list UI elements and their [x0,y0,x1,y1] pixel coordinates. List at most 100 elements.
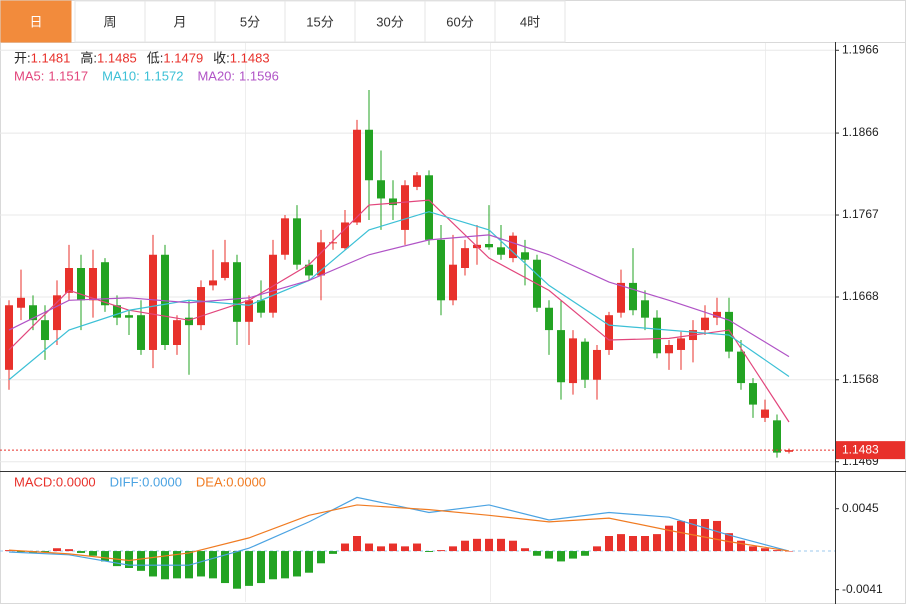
y-tick-label: 1.1966 [842,42,879,56]
macd-bar [341,543,349,552]
candle-body [41,320,49,341]
candle-body [401,185,409,230]
macd-bar [593,546,601,552]
legend-text: MA20: [197,68,235,83]
legend-text: 1.1481 [31,50,71,65]
candle-body [377,180,385,199]
candle-body [233,262,241,322]
macd-bar [653,534,661,552]
candle-body [269,254,277,313]
macd-bar [221,551,229,584]
legend-text: 1.1479 [163,50,203,65]
last-price-label: 1.1483 [842,442,879,456]
candle-body [305,264,313,276]
tab[interactable] [424,0,496,43]
candle-body [581,341,589,380]
tab[interactable] [354,0,426,43]
macd-line [8,496,790,566]
macd-bar [677,520,685,552]
y-tick-label: -0.0041 [842,582,883,596]
macd-bar [293,551,301,577]
candle-body [89,268,97,301]
candle-body [29,305,37,321]
candle-body [521,252,529,260]
macd-bar [377,546,385,552]
candle-body [761,409,769,418]
candle-body [677,338,685,350]
candle-body [317,242,325,276]
tab[interactable] [0,0,72,43]
macd-bar [785,551,793,552]
tab-label[interactable]: 周 [103,14,116,29]
tab[interactable] [494,0,566,43]
legend-text: 1.1596 [239,68,279,83]
macd-bar [497,538,505,552]
legend-text: MA5: [14,68,44,83]
candle-body [653,317,661,354]
macd-bar [413,543,421,552]
ma-line [8,211,790,381]
macd-bar [509,540,517,552]
macd-bar [257,551,265,584]
legend-text: DIFF: [110,474,143,489]
candle-body [209,280,217,286]
tab-label[interactable]: 月 [173,14,186,29]
legend-text: 收: [213,50,230,65]
macd-bar [461,540,469,552]
candle-body [485,243,493,248]
candle-body [173,320,181,345]
macd-bar [197,551,205,577]
candle-body [17,297,25,308]
y-tick-label: 1.1866 [842,125,879,139]
macd-bar [581,551,589,556]
tab[interactable] [144,0,216,43]
macd-bar [485,538,493,552]
macd-bar [101,551,109,562]
candle-body [665,344,673,354]
candle-body [353,129,361,223]
candle-body [221,262,229,278]
macd-bar [245,551,253,586]
macd-bar [401,546,409,552]
tab-label[interactable]: 日 [29,14,42,29]
candle-body [461,248,469,269]
tab[interactable] [284,0,356,43]
candle-body [125,315,133,318]
candle-body [185,317,193,326]
candle-body [257,300,265,313]
tab-label[interactable]: 4时 [520,14,540,29]
macd-bar [269,551,277,580]
tab-label[interactable]: 30分 [376,14,403,29]
candle-body [713,311,721,318]
candle-body [53,295,61,331]
tab-label[interactable]: 5分 [240,14,260,29]
macd-bar [749,546,757,552]
macd-bar [617,534,625,552]
candle-body [281,218,289,255]
macd-bar [713,520,721,552]
legend-text: DEA: [196,474,226,489]
candle-body [629,282,637,311]
macd-bar [305,551,313,573]
candle-body [197,287,205,326]
candle-body [365,129,373,181]
legend-text: MA10: [102,68,140,83]
macd-bar [437,550,445,552]
macd-bar [149,551,157,577]
candle-body [161,254,169,345]
macd-bar [41,551,49,552]
macd-bar [233,551,241,589]
legend-text: 1.1572 [144,68,184,83]
macd-bar [533,551,541,556]
candle-body [785,450,793,452]
tab-label[interactable]: 60分 [446,14,473,29]
macd-bar [569,551,577,559]
legend-text: 高: [80,50,97,65]
tab-label[interactable]: 15分 [306,14,333,29]
macd-bar [665,525,673,552]
tab[interactable] [214,0,286,43]
macd-bar [365,543,373,552]
macd-bar [761,548,769,552]
